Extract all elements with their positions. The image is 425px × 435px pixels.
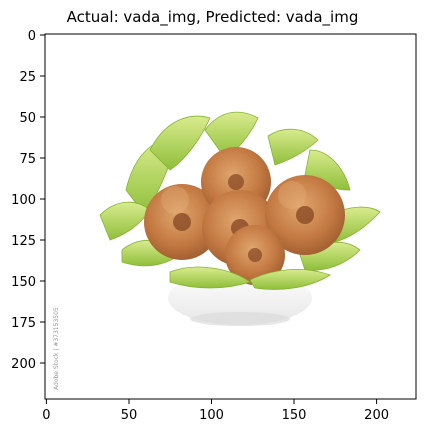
banana-leaves (99, 111, 381, 271)
y-axis: 0 25 50 75 100 125 150 175 200 (11, 29, 45, 372)
y-tick-label: 125 (11, 234, 36, 249)
y-tick-label: 100 (11, 193, 36, 208)
y-tick-label: 75 (19, 152, 36, 167)
y-tick-label: 25 (19, 70, 36, 85)
y-tick-label: 150 (11, 275, 36, 290)
y-tick-label: 0 (28, 29, 36, 44)
figure-title: Actual: vada_img, Predicted: vada_img (66, 8, 359, 26)
x-tick-label: 50 (121, 408, 138, 423)
x-tick-label: 0 (42, 408, 50, 423)
photo: Adobe Stock | #373153505 (45, 34, 416, 399)
axes-frame (44, 33, 417, 400)
watermark: Adobe Stock | #373153505 (53, 307, 60, 390)
y-tick-label: 175 (11, 316, 36, 331)
x-tick-label: 150 (282, 408, 307, 423)
x-tick-label: 200 (364, 408, 389, 423)
y-tick-label: 50 (19, 111, 36, 126)
x-tick-label: 100 (199, 408, 224, 423)
vadas (144, 147, 345, 285)
y-tick-label: 200 (11, 357, 36, 372)
x-axis: 0 50 100 150 200 (42, 399, 389, 423)
